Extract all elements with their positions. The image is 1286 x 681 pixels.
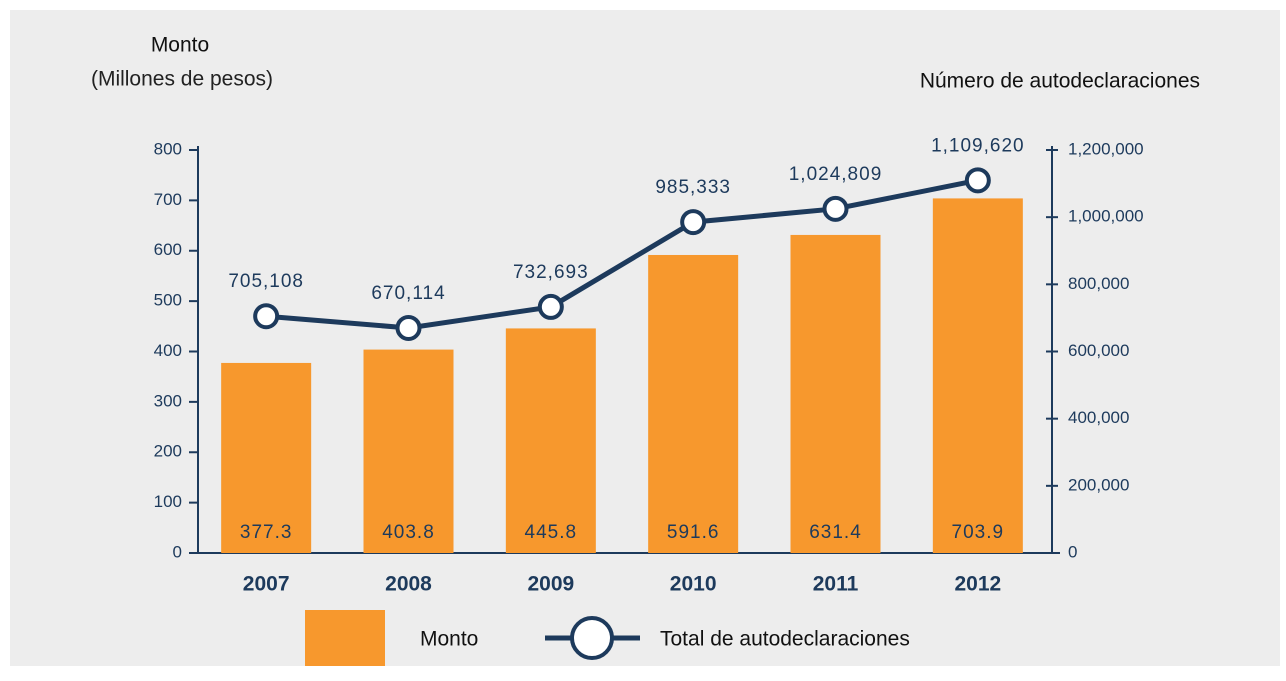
line-marker: [537, 293, 564, 320]
y-tick-label: 500: [154, 291, 182, 310]
legend-label: Monto: [420, 628, 478, 651]
y-tick-label: 800: [154, 139, 182, 158]
line-label: 732,693: [513, 262, 589, 283]
bar: [790, 234, 881, 553]
y-tick-label: 400: [154, 341, 182, 360]
line-label: 1,024,809: [789, 164, 883, 185]
x-tick-label: 2009: [527, 573, 574, 596]
bar: [363, 349, 454, 553]
y-tick-label: 200: [154, 442, 182, 461]
x-tick-label: 2007: [243, 573, 290, 596]
x-tick-label: 2011: [813, 573, 859, 596]
y2-tick-label: 0: [1068, 542, 1077, 561]
bar-label: 445.8: [525, 522, 578, 543]
line-marker: [964, 167, 991, 194]
x-tick-label: 2008: [385, 573, 432, 596]
y2-tick-label: 600,000: [1068, 341, 1129, 360]
legend-label: Total de autodeclaraciones: [660, 628, 910, 651]
y-tick-label: 0: [173, 542, 182, 561]
line-marker: [680, 209, 707, 236]
line-marker: [822, 195, 849, 222]
line-label: 985,333: [655, 177, 731, 198]
bar-label: 377.3: [240, 522, 293, 543]
bar: [505, 328, 596, 553]
background: [10, 10, 1280, 666]
line-label: 670,114: [371, 283, 445, 304]
bar-label: 703.9: [952, 522, 1005, 543]
y2-tick-label: 200,000: [1068, 475, 1129, 494]
bar-label: 591.6: [667, 522, 720, 543]
bar-label: 631.4: [809, 522, 862, 543]
bar-label: 403.8: [382, 522, 435, 543]
y-tick-label: 600: [154, 240, 182, 259]
x-tick-label: 2012: [954, 573, 1001, 596]
bar: [932, 198, 1023, 553]
line-label: 705,108: [228, 271, 304, 292]
y2-tick-label: 400,000: [1068, 408, 1129, 427]
line-marker: [395, 314, 422, 341]
legend-swatch: [305, 610, 385, 666]
y-tick-label: 100: [154, 492, 182, 511]
y-axis-subtitle: (Millones de pesos): [91, 68, 273, 91]
legend-marker: [570, 616, 614, 660]
y2-axis-title: Número de autodeclaraciones: [920, 70, 1200, 93]
y-axis-title: Monto: [151, 34, 209, 57]
y2-tick-label: 800,000: [1068, 274, 1129, 293]
y2-tick-label: 1,200,000: [1068, 139, 1144, 158]
bar: [221, 362, 312, 553]
y-tick-label: 700: [154, 190, 182, 209]
line-marker: [253, 303, 280, 330]
y2-tick-label: 1,000,000: [1068, 207, 1144, 226]
line-label: 1,109,620: [931, 135, 1025, 156]
y-tick-label: 300: [154, 391, 182, 410]
x-tick-label: 2010: [670, 573, 717, 596]
bar: [648, 254, 739, 553]
line: [265, 177, 979, 331]
